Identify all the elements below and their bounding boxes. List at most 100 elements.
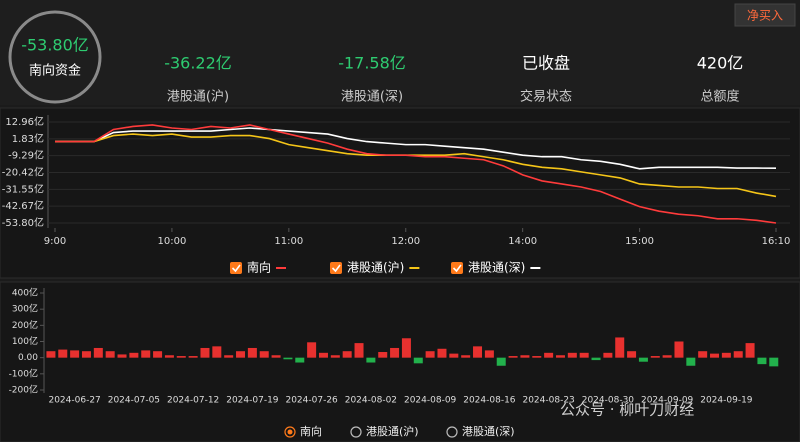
x-tick-label: 2024-08-30: [582, 396, 635, 406]
bar: [153, 351, 163, 358]
bar: [70, 350, 80, 358]
bar: [390, 347, 400, 358]
x-tick-label: 2024-07-12: [167, 396, 219, 406]
bar: [615, 337, 625, 358]
legend-label[interactable]: 港股通(深): [468, 261, 525, 275]
legend-radio[interactable]: [284, 426, 296, 438]
x-tick-label: 15:00: [625, 236, 654, 247]
bar: [342, 351, 352, 358]
x-tick-label: 10:00: [158, 236, 187, 247]
bar: [247, 347, 257, 358]
y-tick-label: -100亿: [9, 367, 38, 379]
y-tick-label: 12.96亿: [5, 115, 44, 128]
bar: [401, 338, 411, 358]
y-tick-label: 300亿: [12, 303, 38, 315]
bar: [710, 353, 720, 358]
bar: [81, 351, 91, 358]
legend-checkbox[interactable]: [230, 262, 242, 274]
legend-label[interactable]: 南向: [247, 260, 271, 275]
line-panel: [0, 107, 800, 279]
bar: [520, 355, 530, 358]
y-tick-label: 1.83亿: [12, 132, 44, 145]
series-line: [55, 124, 777, 224]
bar: [508, 356, 518, 358]
x-tick-label: 14:00: [508, 236, 537, 247]
bar: [117, 354, 127, 358]
y-tick-label: 200亿: [12, 319, 38, 331]
legend-label[interactable]: 港股通(沪): [347, 261, 404, 275]
y-tick-label: 0.00: [18, 353, 38, 363]
legend-checkbox[interactable]: [330, 262, 342, 274]
bar: [769, 357, 779, 367]
bar: [295, 357, 305, 363]
bar: [259, 351, 269, 358]
bar: [544, 352, 554, 358]
net-buy-label[interactable]: 净买入: [747, 9, 783, 23]
bar: [662, 355, 672, 358]
x-tick-label: 2024-08-16: [463, 396, 516, 406]
bar: [627, 351, 637, 358]
bar: [354, 343, 364, 358]
x-tick-label: 9:00: [44, 236, 66, 247]
y-tick-label: 100亿: [12, 335, 38, 347]
legend-label[interactable]: 南向: [300, 424, 322, 438]
bar: [224, 355, 234, 358]
stat-label: 港股通(深): [341, 90, 403, 105]
bar: [236, 351, 246, 358]
bar: [449, 353, 459, 358]
legend-checkbox[interactable]: [451, 262, 463, 274]
legend-radio[interactable]: [350, 426, 362, 438]
x-tick-label: 16:10: [762, 236, 791, 247]
stat-label: 交易状态: [520, 89, 572, 105]
watermark: 公众号 · 柳叶刀财经: [560, 401, 694, 419]
bar: [105, 351, 115, 358]
x-tick-label: 2024-08-09: [404, 396, 457, 406]
stat-value: -36.22亿: [164, 54, 232, 73]
bar: [567, 352, 577, 358]
x-tick-label: 2024-09-09: [641, 396, 694, 406]
bar: [579, 352, 589, 358]
y-tick-label: 400亿: [12, 287, 38, 299]
legend-radio[interactable]: [446, 426, 458, 438]
legend-radio-dot[interactable]: [287, 429, 293, 435]
x-tick-label: 2024-08-23: [522, 396, 574, 406]
bar: [330, 355, 340, 358]
bar: [484, 350, 494, 358]
bar: [318, 352, 328, 358]
bar-panel: [0, 281, 800, 442]
header-bg: [0, 0, 800, 105]
bar: [200, 347, 210, 358]
y-tick-label: -31.55亿: [2, 182, 44, 195]
total-ring: [8, 10, 102, 104]
bar: [141, 350, 151, 358]
y-tick-label: -20.42亿: [2, 166, 44, 179]
bar: [283, 357, 293, 360]
legend-check[interactable]: [331, 264, 341, 273]
stat-label: 港股通(沪): [167, 89, 229, 105]
legend-label[interactable]: 港股通(沪): [366, 424, 419, 438]
legend-label[interactable]: 港股通(深): [462, 425, 515, 438]
bar: [496, 357, 506, 366]
bar: [46, 351, 56, 358]
bar: [307, 342, 317, 358]
legend-check[interactable]: [452, 264, 462, 273]
x-tick-label: 11:00: [274, 236, 303, 247]
bar: [733, 351, 743, 358]
legend-check[interactable]: [231, 264, 241, 273]
bar: [555, 355, 565, 358]
y-tick-label: -9.29亿: [8, 149, 44, 162]
stat-value: 已收盘: [522, 54, 570, 73]
x-tick-label: 2024-07-19: [226, 396, 279, 406]
y-tick-label: -42.67亿: [2, 199, 44, 212]
net-buy-button[interactable]: [734, 3, 796, 27]
x-tick-label: 12:00: [391, 236, 420, 247]
stat-label: 总额度: [700, 89, 739, 105]
x-tick-label: 2024-09-19: [700, 396, 753, 406]
x-tick-label: 2024-07-05: [108, 396, 160, 406]
bar: [188, 356, 198, 358]
bar: [176, 356, 186, 358]
bar: [93, 347, 103, 358]
bar: [212, 346, 222, 358]
